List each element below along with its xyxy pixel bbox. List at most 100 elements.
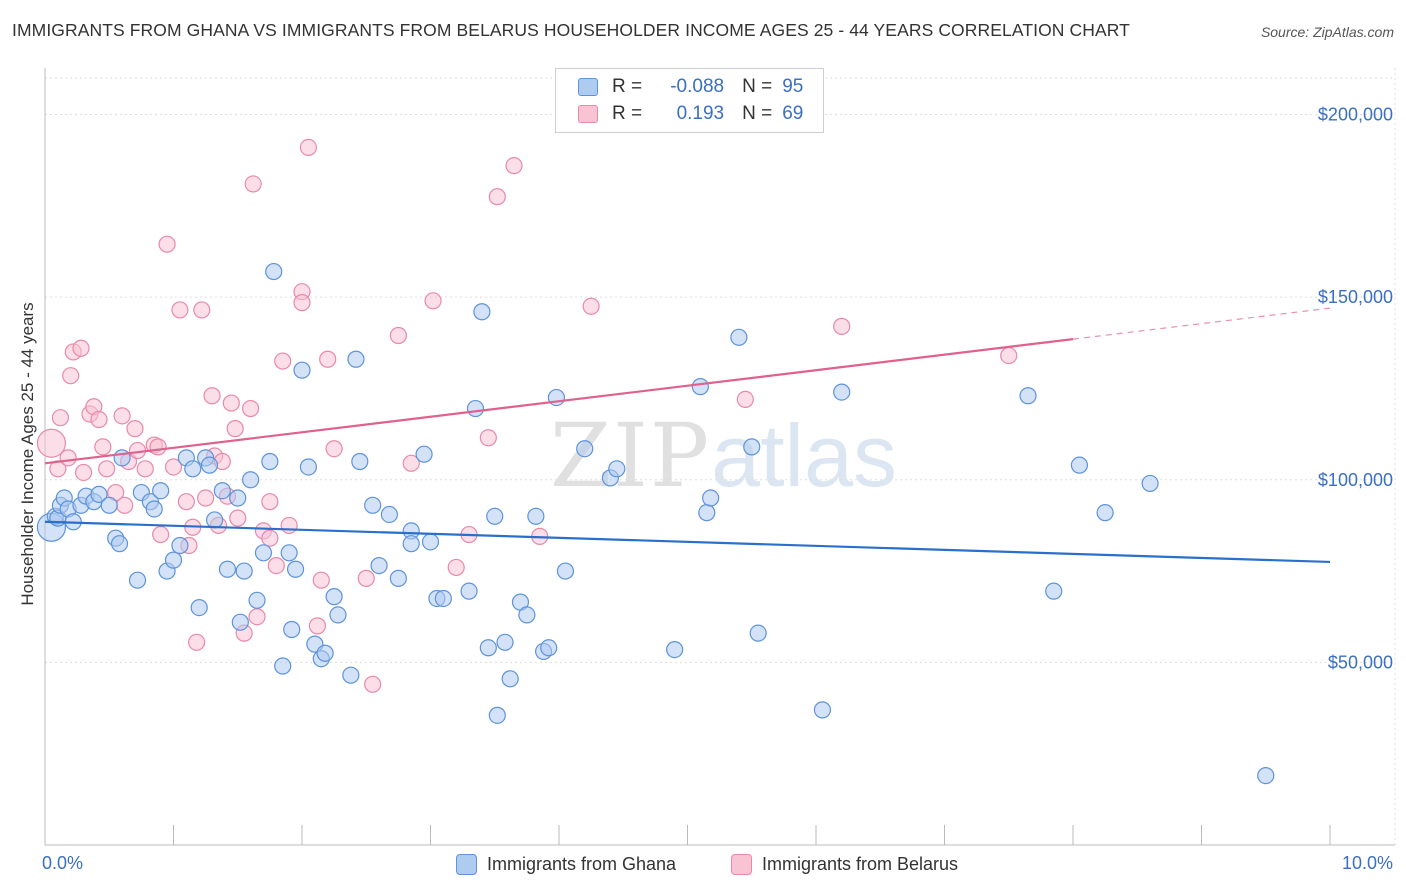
belarus-point [244,175,262,193]
ghana-point [110,535,129,553]
source-credit: Source: ZipAtlas.com [1260,24,1394,40]
watermark-atlas: atlas [711,406,898,505]
ghana-point [576,440,594,458]
ghana-point [813,701,832,719]
correlation-legend: R = -0.088 N = 95 R = 0.193 N = 69 [555,68,824,133]
belarus-point [136,460,154,478]
belarus-point [113,407,131,425]
bottom-legend-belarus: Immigrants from Belarus [731,852,958,876]
belarus-point [116,496,134,514]
legend-swatch-belarus [578,105,598,123]
ghana-point [351,452,369,471]
ghana-point [145,500,163,518]
belarus-point [229,509,247,527]
belarus-point [242,399,260,418]
belarus-point [312,571,330,589]
ghana-point [370,556,388,575]
ghana-point [280,544,298,562]
y-tick-label: $50,000 [1328,652,1393,672]
y-tick-label: $150,000 [1318,287,1393,307]
ghana-point [325,588,343,606]
belarus-point [90,410,108,429]
bottom-legend-swatch-ghana [456,853,477,875]
ghana-point [213,482,231,500]
ghana-point [283,620,301,639]
ghana-point [479,639,497,657]
ghana-point [415,445,433,463]
chart-title: IMMIGRANTS FROM GHANA VS IMMIGRANTS FROM… [12,20,1130,40]
y-axis-label: Householder Income Ages 25 - 44 years [18,302,37,606]
ghana-point [556,562,575,580]
ghana-trend-line [44,520,1331,564]
ghana-point [730,328,748,346]
ghana-point [364,496,382,514]
belarus-point [74,463,93,482]
belarus-point [59,449,77,467]
ghana-point [265,262,283,281]
ghana-point [235,562,253,580]
ghana-point [342,666,360,684]
belarus-point [299,138,318,156]
belarus-point [149,438,167,456]
belarus-point [293,294,311,312]
legend-r-value-ghana: -0.088 [670,76,725,97]
belarus-point [51,409,70,427]
belarus-point [226,420,244,438]
legend-swatch-ghana [578,78,598,96]
ghana-point [1045,582,1063,600]
ghana-point [1141,474,1159,493]
legend-r-label: R = [612,76,643,97]
watermark: ZIPatlas [550,404,897,507]
belarus-point [94,438,112,456]
belarus-point [152,525,170,544]
ghana-point [540,639,558,657]
ghana-point [200,456,219,474]
ghana-point [691,378,709,396]
bottom-legend-swatch-belarus [731,853,752,875]
ghana-point [206,511,224,529]
belarus-point [479,429,497,447]
ghana-point [254,544,273,562]
belarus-point [197,489,215,507]
tick-labels: $50,000 $100,000 $150,000 $200,000 0.0% 10.0% [42,105,1393,873]
belarus-point [357,569,375,587]
y-tick-label: $100,000 [1318,470,1393,490]
belarus-point [488,188,506,206]
ghana-point [229,489,247,507]
ghana-point [248,591,266,609]
bottom-legend-label-ghana: Immigrants from Ghana [487,853,677,874]
belarus-point [36,428,67,458]
bottom-legend-label-belarus: Immigrants from Belarus [762,853,959,874]
ghana-point [347,350,365,368]
ghana-point [496,633,514,651]
x-tick-label: 0.0% [42,853,83,873]
ghana-point [698,504,716,522]
belarus-point [389,326,407,345]
ghana-point [128,571,147,589]
ghana-point [1070,456,1089,474]
ghana-point [152,482,170,500]
axes [44,68,1395,846]
ghana-point [486,507,504,525]
ghana-point [488,706,506,724]
belarus-point [188,633,206,651]
ghana-point [402,535,420,553]
belarus-point [171,301,189,319]
belarus-point [261,529,279,547]
belarus-point [261,493,279,511]
legend-n-value-belarus: 69 [782,103,804,124]
ghana-point [380,505,398,524]
ghana-point [242,471,260,489]
belarus-point [164,458,183,476]
watermark-zip: ZIP [550,404,712,507]
belarus-point [280,516,298,535]
legend-r-value-belarus: 0.193 [676,103,725,124]
legend-n-value-ghana: 95 [782,76,804,97]
ghana-point [389,569,407,587]
series-ghana-points [36,262,1275,785]
ghana-point [231,613,249,631]
ghana-point [1257,767,1275,785]
belarus-point [72,339,90,357]
belarus-point [424,292,442,310]
